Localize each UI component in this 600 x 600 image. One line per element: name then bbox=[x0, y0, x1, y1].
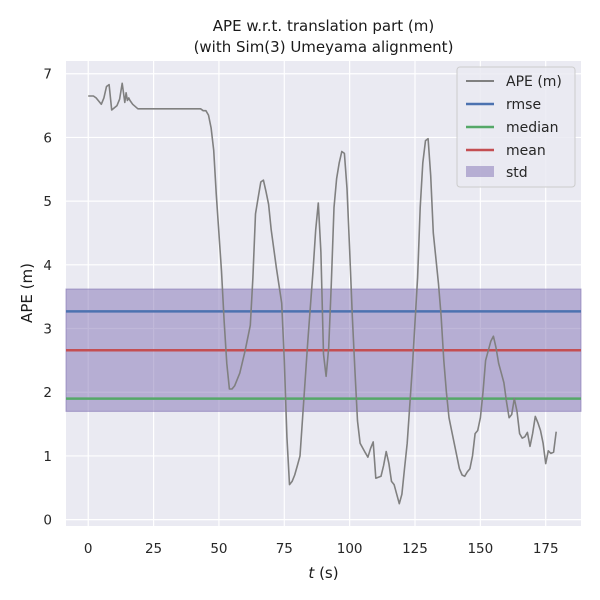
legend-std-label: std bbox=[506, 165, 528, 181]
y-tick-label: 3 bbox=[43, 322, 52, 338]
y-tick-label: 0 bbox=[43, 513, 52, 529]
x-tick-label: 175 bbox=[533, 541, 559, 557]
chart-title: APE w.r.t. translation part (m) bbox=[213, 17, 434, 35]
y-tick-label: 1 bbox=[43, 449, 52, 465]
x-tick-label: 100 bbox=[337, 541, 363, 557]
legend-mean-label: mean bbox=[506, 143, 546, 159]
legend-box bbox=[456, 66, 576, 188]
ape-series-line bbox=[88, 82, 557, 505]
y-axis-label: APE (m) bbox=[18, 263, 36, 323]
x-tick-label: 25 bbox=[145, 541, 162, 557]
y-tick-label: 2 bbox=[43, 385, 52, 401]
x-axis-label-unit: (s) bbox=[314, 564, 338, 582]
x-tick-label: 0 bbox=[84, 541, 93, 557]
y-tick-label: 4 bbox=[43, 258, 52, 274]
x-tick-label: 125 bbox=[402, 541, 428, 557]
legend: APE (m) rmse median mean std bbox=[456, 66, 576, 188]
x-axis-label: t (s) bbox=[308, 564, 338, 582]
x-tick-label: 150 bbox=[467, 541, 493, 557]
y-tick-label: 6 bbox=[43, 130, 52, 146]
series-layer bbox=[88, 82, 557, 505]
chart-subtitle: (with Sim(3) Umeyama alignment) bbox=[194, 38, 454, 56]
legend-rmse-label: rmse bbox=[506, 97, 541, 113]
y-tick-label: 5 bbox=[43, 194, 52, 210]
legend-std-swatch bbox=[466, 166, 494, 177]
tick-labels: 0 25 50 75 100 125 150 175 0 1 2 3 4 5 6 7 bbox=[43, 67, 558, 557]
x-axis-label-variable: t bbox=[308, 564, 315, 582]
x-tick-label: 50 bbox=[210, 541, 227, 557]
x-tick-label: 75 bbox=[276, 541, 293, 557]
y-tick-label: 7 bbox=[43, 67, 52, 83]
legend-ape-label: APE (m) bbox=[506, 74, 562, 90]
legend-median-label: median bbox=[506, 120, 558, 136]
